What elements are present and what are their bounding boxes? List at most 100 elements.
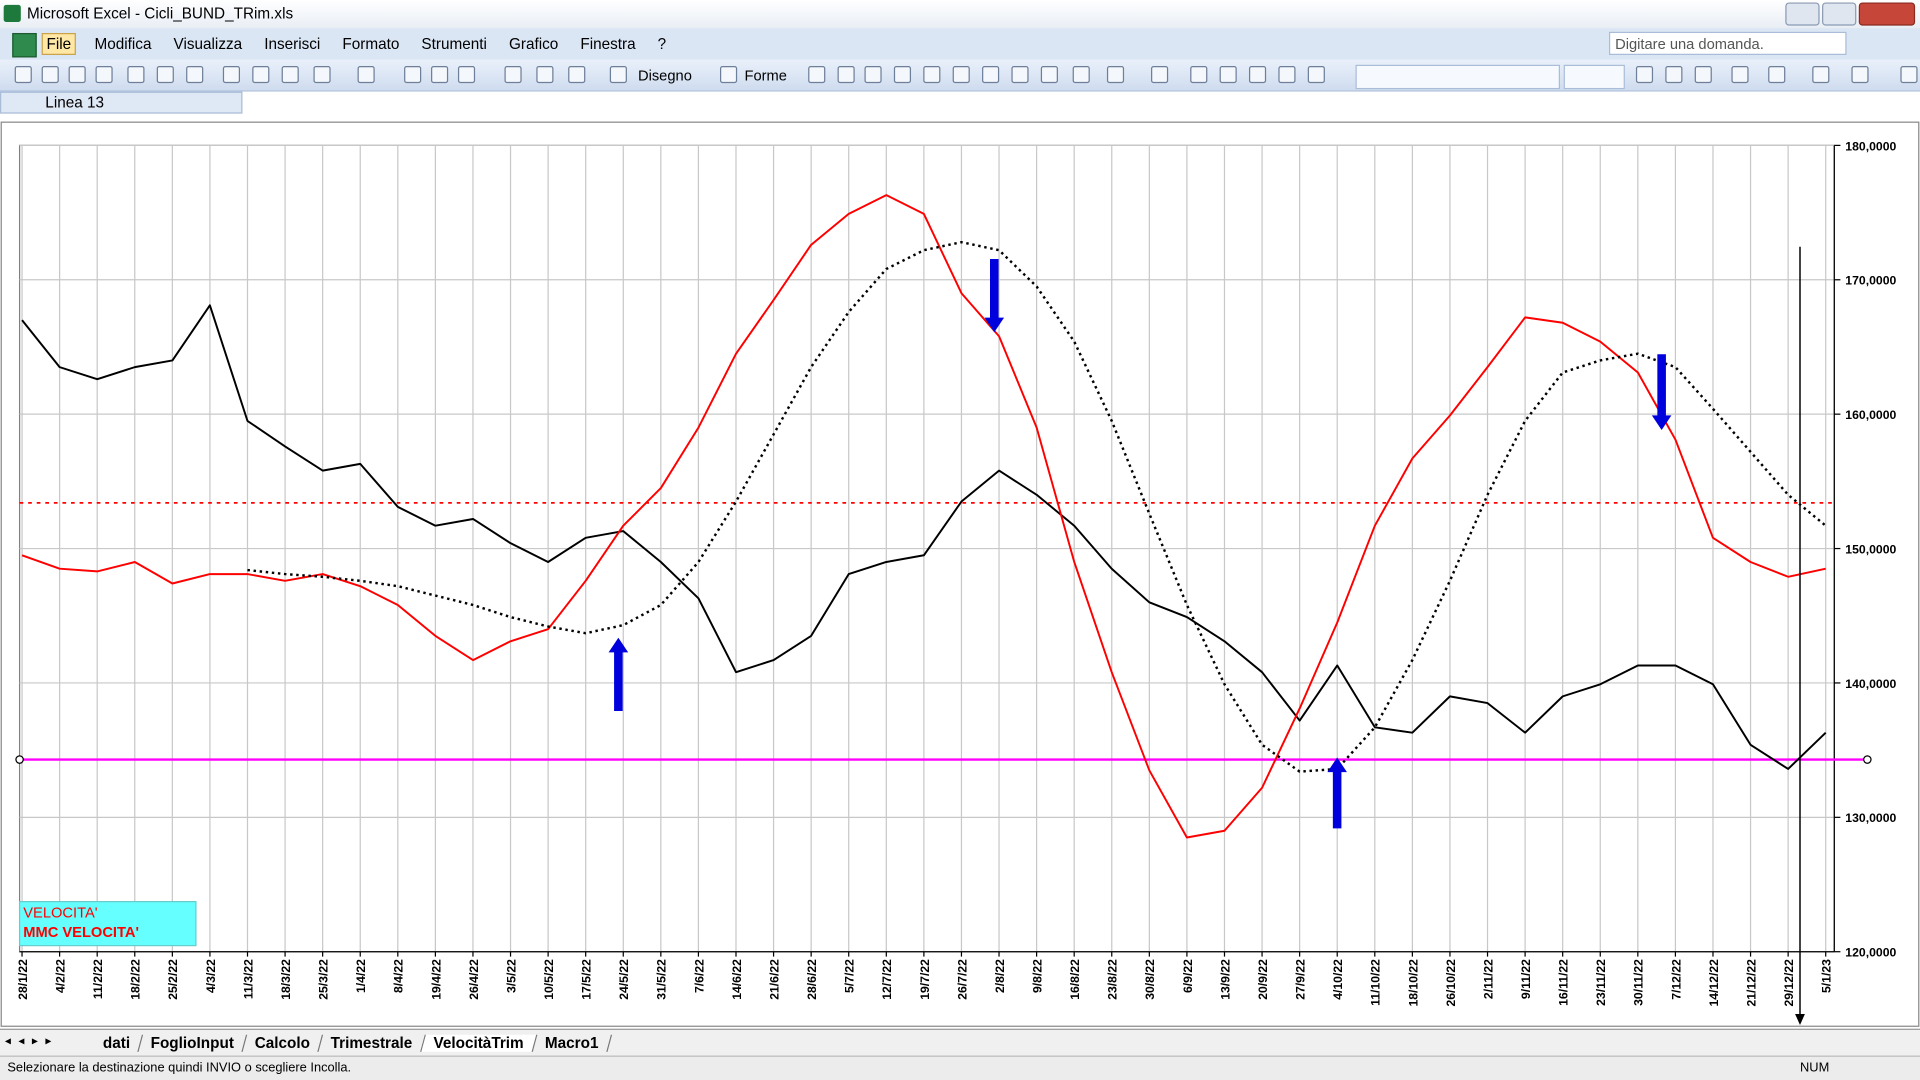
size-box[interactable] xyxy=(1563,64,1625,90)
x-tick-label: 14/12/22 xyxy=(1707,959,1721,1007)
x-tick-label: 4/10/22 xyxy=(1331,959,1345,1000)
drawing-menu[interactable]: Disegno xyxy=(637,67,692,85)
toolbar-icon[interactable] xyxy=(404,65,422,84)
x-tick-label: 28/6/22 xyxy=(805,959,819,1000)
toolbar-icon[interactable] xyxy=(1072,65,1090,84)
x-tick-label: 9/11/22 xyxy=(1519,959,1533,999)
toolbar-icon[interactable] xyxy=(457,65,476,84)
toolbar-icon[interactable] xyxy=(1731,65,1749,84)
toolbar-icon[interactable] xyxy=(1011,65,1029,84)
cursor-arrow-head xyxy=(1795,1014,1805,1026)
toolbar-icon[interactable] xyxy=(1307,65,1325,84)
sheet-tab[interactable]: Macro1 xyxy=(532,1034,612,1052)
sheet-tab[interactable]: Calcolo xyxy=(242,1034,324,1052)
help-search-box[interactable]: Digitare una domanda. xyxy=(1608,31,1847,55)
line-handle xyxy=(1863,755,1872,764)
x-tick-label: 9/8/22 xyxy=(1030,959,1044,993)
toolbar-icon[interactable] xyxy=(720,65,738,84)
toolbar-icon[interactable] xyxy=(536,65,554,84)
toolbar-icon[interactable] xyxy=(1812,65,1830,84)
toolbar-icon[interactable] xyxy=(1219,65,1237,84)
toolbar-icon[interactable] xyxy=(1900,65,1918,84)
toolbar-icon[interactable] xyxy=(1190,65,1208,84)
toolbar-icon[interactable] xyxy=(1040,65,1058,84)
menu-item[interactable]: Strumenti xyxy=(421,35,487,53)
menu-item[interactable]: Modifica xyxy=(94,35,152,53)
toolbar-icon[interactable] xyxy=(14,65,32,84)
toolbar-icon[interactable] xyxy=(1151,65,1169,84)
toolbar-icon[interactable] xyxy=(95,65,113,84)
y-tick-label: 150,0000 xyxy=(1845,542,1896,556)
window-title: Microsoft Excel - Cicli_BUND_TRim.xls xyxy=(26,4,294,22)
x-tick-label: 7/12/22 xyxy=(1669,959,1683,1000)
x-tick-label: 24/5/22 xyxy=(617,959,631,1000)
x-tick-label: 1/4/22 xyxy=(354,959,368,993)
line-handle xyxy=(15,755,24,764)
toolbar-icon[interactable] xyxy=(1635,65,1654,84)
toolbar-icon[interactable] xyxy=(127,65,145,84)
toolbar-icon[interactable] xyxy=(923,65,941,84)
sheet-tab[interactable]: FoglioInput xyxy=(138,1034,248,1052)
x-tick-label: 2/11/22 xyxy=(1481,959,1495,999)
toolbar-icon[interactable] xyxy=(1665,65,1683,84)
app-icon xyxy=(3,4,21,22)
toolbar-icon[interactable] xyxy=(68,65,86,84)
x-tick-label: 11/3/22 xyxy=(241,959,255,999)
toolbar-icon[interactable] xyxy=(1694,65,1712,84)
font-box[interactable] xyxy=(1355,64,1561,90)
shapes-menu[interactable]: Forme xyxy=(744,67,787,85)
toolbar-icon[interactable] xyxy=(41,65,59,84)
sheet-tab[interactable]: VelocitàTrim xyxy=(421,1034,538,1052)
menu-item[interactable]: Finestra xyxy=(580,35,636,53)
toolbar-icon[interactable] xyxy=(609,65,627,84)
toolbar-icon[interactable] xyxy=(186,65,204,84)
toolbar-icon[interactable] xyxy=(1851,65,1869,84)
toolbar-icon[interactable] xyxy=(1768,65,1786,84)
toolbar-icon[interactable] xyxy=(357,65,375,84)
toolbar-icon[interactable] xyxy=(1106,65,1125,84)
maximize-button[interactable] xyxy=(1822,2,1857,26)
menu-item[interactable]: Grafico xyxy=(508,35,559,53)
toolbar-icon[interactable] xyxy=(893,65,912,84)
toolbar-icon[interactable] xyxy=(568,65,586,84)
toolbar-icon[interactable] xyxy=(313,65,331,84)
toolbar-icon[interactable] xyxy=(156,65,174,84)
sheet-tab[interactable]: Trimestrale xyxy=(319,1034,427,1052)
series-line xyxy=(21,194,1826,839)
toolbar-icon[interactable] xyxy=(281,65,299,84)
toolbar-icon[interactable] xyxy=(504,65,522,84)
close-button[interactable] xyxy=(1858,2,1916,26)
menu-item[interactable]: Formato xyxy=(342,35,400,53)
legend-entry: VELOCITA' xyxy=(23,906,97,922)
window-controls xyxy=(1785,2,1916,26)
y-tick-label: 140,0000 xyxy=(1845,677,1896,691)
menu-item[interactable]: Visualizza xyxy=(173,35,243,53)
y-tick-label: 160,0000 xyxy=(1845,408,1896,422)
toolbar-icon[interactable] xyxy=(952,65,970,84)
toolbar-icon[interactable] xyxy=(982,65,1000,84)
toolbar-icon[interactable] xyxy=(1248,65,1267,84)
minimize-button[interactable] xyxy=(1785,2,1820,26)
legend-box xyxy=(18,901,197,947)
toolbar-icon[interactable] xyxy=(431,65,449,84)
name-box[interactable]: Linea 13 xyxy=(0,91,243,114)
toolbar-icon[interactable] xyxy=(808,65,826,84)
x-tick-label: 30/11/22 xyxy=(1632,959,1646,1006)
sheet-tab-label: Calcolo xyxy=(255,1034,311,1052)
toolbar-icon[interactable] xyxy=(837,65,855,84)
toolbar-icon[interactable] xyxy=(1278,65,1296,84)
x-tick-label: 19/4/22 xyxy=(429,959,443,1000)
menu-item[interactable]: File xyxy=(41,32,77,55)
menu-item[interactable]: Inserisci xyxy=(264,35,321,53)
x-tick-label: 16/11/22 xyxy=(1557,959,1571,1006)
workbook-icon xyxy=(12,32,37,58)
y-tick-label: 180,0000 xyxy=(1845,139,1896,153)
x-tick-label: 28/1/22 xyxy=(16,959,30,1000)
x-tick-label: 19/7/22 xyxy=(918,959,932,1000)
toolbar-icon[interactable] xyxy=(252,65,270,84)
toolbar-icon[interactable] xyxy=(222,65,241,84)
toolbar-icon[interactable] xyxy=(864,65,882,84)
tab-navigation[interactable]: ◂◂▸▸ xyxy=(4,1034,59,1049)
menu-item[interactable]: ? xyxy=(657,35,667,53)
sheet-tab[interactable]: dati xyxy=(90,1034,144,1052)
